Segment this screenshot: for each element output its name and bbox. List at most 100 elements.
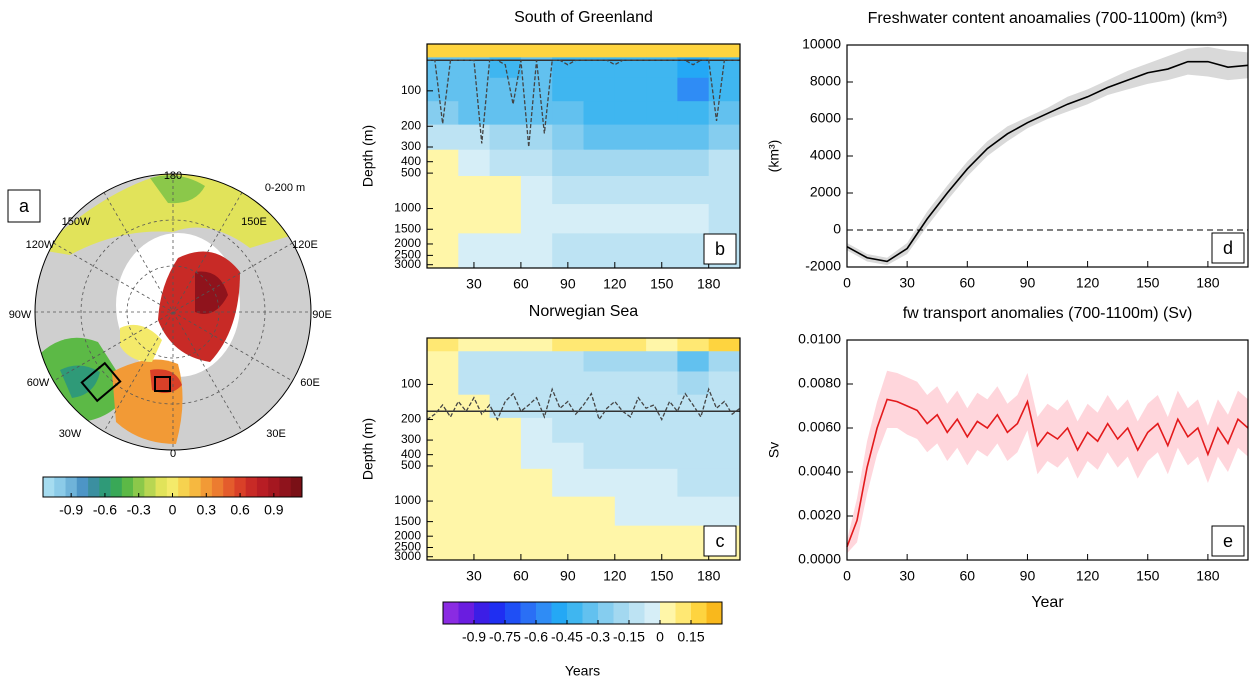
y-tick-label: 2000 — [810, 184, 841, 200]
y-tick-label: 2000 — [394, 528, 421, 542]
colorbar-box — [520, 602, 537, 624]
x-tick-label: 0 — [843, 568, 851, 584]
heat-cell — [614, 496, 647, 527]
uncertainty-band — [847, 46, 1248, 266]
heat-cell — [427, 371, 459, 396]
heat-cell — [677, 101, 710, 126]
panel-label: c — [716, 531, 725, 551]
heat-cell — [427, 44, 459, 58]
chart-title: Norwegian Sea — [529, 303, 639, 320]
colorbar-tick-label: -0.9 — [59, 502, 83, 518]
plot-frame — [426, 337, 741, 561]
colorbar-tick-label: -0.75 — [489, 629, 521, 645]
heat-cell — [646, 57, 678, 79]
y-tick-label: 1000 — [394, 201, 421, 215]
heat-cell — [458, 351, 490, 372]
y-axis-label: (km³) — [766, 140, 782, 173]
heat-cell — [427, 442, 459, 470]
heat-cell — [708, 351, 741, 372]
colorbar-box — [110, 477, 123, 497]
heat-cell — [520, 338, 553, 352]
heat-cell — [583, 77, 616, 102]
colorbar-tick-label: 0.6 — [230, 502, 250, 518]
y-tick-label: 200 — [401, 412, 421, 426]
y-tick-label: 3000 — [394, 257, 421, 271]
panel-label-box — [703, 525, 737, 557]
heat-cell — [614, 44, 647, 58]
heat-cell — [489, 496, 522, 527]
y-tick-label: 0.0020 — [798, 507, 841, 523]
heat-cell — [458, 44, 490, 58]
longitude-label: 30E — [266, 428, 286, 440]
colorbar-box — [644, 602, 661, 624]
colorbar-frame — [442, 601, 723, 625]
longitude-label: 90E — [312, 309, 332, 321]
region-box — [80, 361, 122, 403]
colorbar-tick-label: 0.3 — [197, 502, 217, 518]
y-tick-label: 500 — [401, 165, 421, 179]
colorbar-box — [54, 477, 66, 497]
y-tick-label: 2500 — [394, 248, 421, 262]
heat-cell — [489, 338, 522, 352]
heat-cell — [427, 394, 459, 419]
longitude-label: 60E — [300, 377, 320, 389]
heat-cell — [646, 496, 678, 527]
colorbar-box — [211, 477, 224, 497]
heat-cell — [458, 176, 490, 205]
map-subtitle: 0-200 m — [265, 182, 305, 194]
colorbar-box — [474, 602, 490, 624]
heat-cell — [677, 371, 710, 396]
heat-cell — [489, 371, 522, 396]
heat-cell — [489, 233, 522, 269]
heat-cell — [520, 101, 553, 126]
longitude-label: 120W — [26, 239, 55, 251]
heat-cell — [646, 394, 678, 419]
heat-cell — [458, 101, 490, 126]
colorbar-box — [290, 477, 303, 497]
heat-cell — [583, 394, 616, 419]
heat-cell — [520, 124, 553, 151]
colorbar-box — [133, 477, 145, 497]
region — [150, 369, 182, 394]
heat-cell — [552, 149, 584, 177]
heat-cell — [520, 351, 553, 372]
heat-cell — [552, 496, 584, 527]
heat-cell — [646, 351, 678, 372]
heat-cell — [614, 176, 647, 205]
y-tick-label: 2500 — [394, 540, 421, 554]
longitude-label: 30W — [59, 428, 82, 440]
heat-cell — [614, 394, 647, 419]
colorbar-box — [166, 477, 179, 497]
heat-cell — [583, 351, 616, 372]
longitude-label: 0 — [170, 448, 176, 460]
y-axis-label: Depth (m) — [360, 125, 376, 187]
x-tick-label: 180 — [1196, 568, 1220, 584]
colorbar-box — [279, 477, 292, 497]
panel-label: b — [715, 239, 725, 259]
heat-cell — [677, 417, 710, 444]
colorbar-box — [582, 602, 599, 624]
heat-cell — [583, 468, 616, 498]
y-tick-label: 1500 — [394, 514, 421, 528]
heat-cell — [489, 77, 522, 102]
region — [60, 365, 100, 398]
y-tick-label: 1000 — [394, 493, 421, 507]
heat-cell — [583, 233, 616, 269]
heat-cell — [614, 468, 647, 498]
colorbar-box — [155, 477, 168, 497]
x-tick-label: 0 — [843, 275, 851, 291]
heat-cell — [677, 77, 710, 102]
heat-cell — [708, 338, 741, 352]
heat-cell — [677, 442, 710, 470]
heat-cell — [427, 101, 459, 126]
heat-cell — [552, 442, 584, 470]
heat-cell — [552, 417, 584, 444]
x-tick-label: 150 — [650, 276, 674, 292]
x-tick-label: 120 — [1076, 275, 1100, 291]
x-tick-label: 180 — [697, 276, 721, 292]
heat-cell — [583, 525, 616, 561]
heat-cell — [708, 371, 741, 396]
heat-cell — [552, 351, 584, 372]
heat-cell — [708, 468, 741, 498]
colorbar-box — [234, 477, 246, 497]
